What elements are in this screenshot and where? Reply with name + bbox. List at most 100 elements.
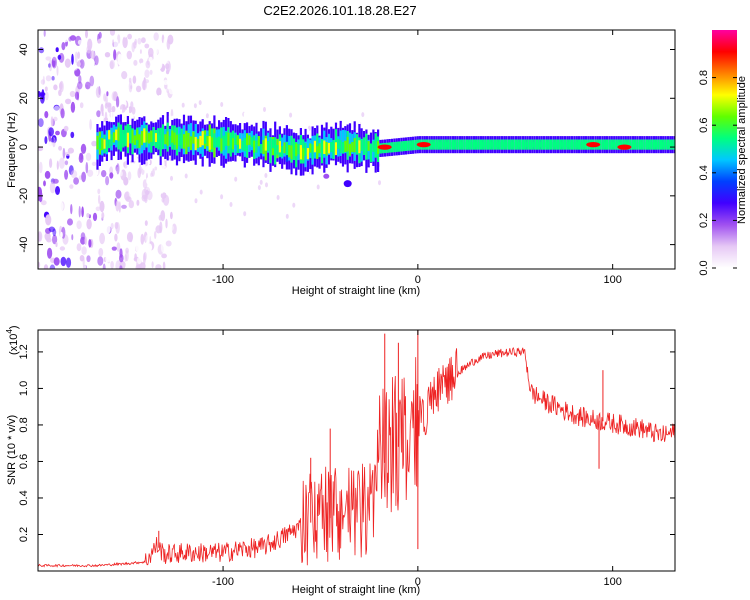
spectrogram-ridge-cell xyxy=(192,131,195,144)
spectrogram-ridge-cell xyxy=(117,127,120,141)
spectrogram-ridge-cell xyxy=(201,131,204,146)
spectrogram-ridge-cell xyxy=(353,138,356,153)
spectrogram-ridge-cell xyxy=(575,142,578,148)
spectrogram-ridge-cell xyxy=(477,142,480,148)
spectrogram-noise-cell xyxy=(50,137,55,143)
spectrogram-noise-cell xyxy=(38,261,41,269)
spectrogram-noise-cell xyxy=(86,213,90,218)
spectrogram-noise-cell xyxy=(49,158,53,169)
spectrogram-xtick-label: 0 xyxy=(415,274,421,286)
spectrogram-noise-cell xyxy=(139,58,144,64)
spectrogram-ridge-cell xyxy=(405,143,408,149)
spectrogram-speck xyxy=(184,173,188,179)
spectrogram-noise-cell xyxy=(92,212,98,222)
spectrogram-hot-spot xyxy=(416,142,431,148)
spectrogram-ridge-cell xyxy=(262,140,265,154)
spectrogram-ridge-cell xyxy=(608,142,611,148)
spectrogram-noise-cell xyxy=(144,69,150,78)
spectrogram-noise-cell xyxy=(45,214,52,226)
spectrogram-ridge-cell xyxy=(278,141,281,153)
spectrogram-ridge-cell xyxy=(395,144,398,150)
spectrogram-ridge-cell xyxy=(645,142,648,148)
spectrogram-ridge-cell xyxy=(648,142,651,148)
spectrogram-ridge-cell xyxy=(227,132,230,146)
spectrogram-noise-cell xyxy=(134,38,137,46)
spectrogram-speck xyxy=(362,179,366,185)
spectrogram-ridge-cell xyxy=(407,143,410,149)
spectrogram-noise-cell xyxy=(49,181,56,194)
spectrogram-noise-cell xyxy=(89,75,95,87)
spectrogram-noise-cell xyxy=(127,33,132,40)
spectrogram-noise-cell xyxy=(163,79,169,86)
spectrogram-speck xyxy=(229,202,233,207)
spectrogram-ytick-label: -40 xyxy=(18,237,30,253)
spectrogram-noise-cell xyxy=(78,75,82,84)
spectrogram-noise-cell xyxy=(133,227,136,235)
spectrogram-ridge-cell xyxy=(458,142,461,148)
spectrogram-ridge-cell xyxy=(437,142,440,148)
spectrogram-noise-cell xyxy=(115,77,121,89)
spectrogram-ridge-cell xyxy=(475,142,478,148)
spectrogram-speck xyxy=(194,179,198,185)
spectrogram-speck xyxy=(194,198,198,204)
spectrogram-noise-cell xyxy=(98,65,103,76)
spectrogram-noise-cell xyxy=(73,63,78,71)
spectrogram-noise-cell xyxy=(144,220,148,226)
spectrogram-noise-cell xyxy=(131,166,138,174)
spectrogram-ridge-cell xyxy=(465,142,468,148)
spectrogram-ridge-cell xyxy=(496,142,499,148)
spectrogram-ridge-cell xyxy=(549,142,553,148)
spectrogram-noise-cell xyxy=(102,66,105,73)
spectrogram-ridge-cell xyxy=(159,133,162,148)
spectrogram-ridge-cell xyxy=(351,142,354,153)
spectrogram-speck xyxy=(378,180,381,186)
spectrogram-noise-cell xyxy=(69,35,77,41)
spectrogram-noise-cell xyxy=(123,161,128,169)
spectrogram-noise-cell xyxy=(110,222,114,230)
spectrogram-noise-cell xyxy=(160,210,166,222)
spectrogram-ridge-cell xyxy=(479,142,482,148)
spectrogram-speck xyxy=(360,96,364,102)
spectrogram-ridge-cell xyxy=(325,142,328,156)
spectrogram-noise-cell xyxy=(121,71,128,80)
spectrogram-noise-cell xyxy=(151,261,154,268)
spectrogram-noise-cell xyxy=(49,264,56,269)
spectrogram-noise-cell xyxy=(122,49,125,56)
spectrogram-noise-cell xyxy=(154,166,158,171)
spectrogram-noise-cell xyxy=(142,179,148,189)
snr-scale-text: (x104) xyxy=(5,325,20,355)
spectrogram-ridge-cell xyxy=(601,142,604,148)
spectrogram-ridge-cell xyxy=(540,142,543,148)
spectrogram-speck xyxy=(163,165,167,171)
spectrogram-ridge-cell xyxy=(138,134,141,148)
spectrogram-ridge-cell xyxy=(126,132,129,148)
spectrogram-noise-cell xyxy=(115,200,120,212)
spectrogram-noise-cell xyxy=(61,42,66,51)
spectrogram-noise-cell xyxy=(70,131,75,139)
snr-axes: -100 0 100 0.2 0.4 0.6 0.8 1.0 1.2 xyxy=(18,330,675,588)
spectrogram-noise-cell xyxy=(137,167,141,179)
spectrogram-speck xyxy=(161,197,165,203)
spectrogram-ridge-cell xyxy=(631,142,634,148)
spectrogram-ridge-cell xyxy=(367,141,370,151)
figure-title: C2E2.2026.101.18.28.E27 xyxy=(263,3,416,18)
spectrogram-ridge-cell xyxy=(288,145,291,158)
spectrogram-ridge-cell xyxy=(255,140,258,153)
spectrogram-ridge-cell xyxy=(659,142,662,148)
spectrogram-noise-cell xyxy=(159,221,163,234)
spectrogram-xtick-label: -100 xyxy=(212,274,234,286)
spectrogram-noise-cell xyxy=(143,252,146,265)
spectrogram-noise-cell xyxy=(109,30,116,36)
spectrogram-ridge-cell xyxy=(662,142,665,148)
spectrogram-noise-cell xyxy=(161,253,168,259)
spectrogram-ridge-cell xyxy=(571,142,574,148)
spectrogram-noise-cell xyxy=(116,96,120,108)
spectrogram-noise-cell xyxy=(104,52,111,58)
spectrogram-noise-cell xyxy=(55,47,59,53)
spectrogram-noise-cell xyxy=(41,219,46,231)
colorbar-ticks: 0.0 0.2 0.4 0.6 0.8 xyxy=(698,70,737,276)
spectrogram-speck xyxy=(204,184,208,190)
spectrogram-ridge-cell xyxy=(393,144,396,150)
spectrogram-noise-cell xyxy=(96,238,99,247)
spectrogram-ridge-cell xyxy=(344,140,347,153)
